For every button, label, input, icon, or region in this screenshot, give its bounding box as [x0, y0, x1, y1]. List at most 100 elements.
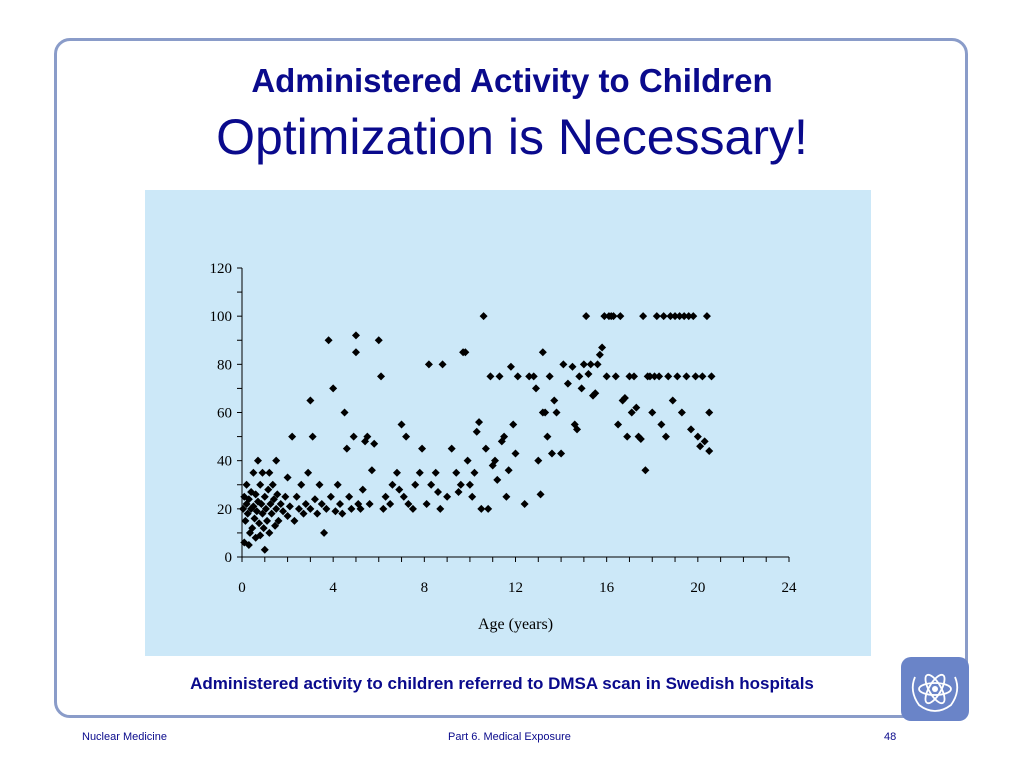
data-point [668, 396, 677, 405]
data-point [283, 512, 292, 521]
data-point [520, 500, 529, 509]
data-point [443, 492, 452, 501]
data-point [263, 516, 272, 525]
data-point [242, 480, 251, 489]
data-point [525, 372, 534, 381]
data-point [677, 408, 686, 417]
data-point [418, 444, 427, 453]
data-point [602, 372, 611, 381]
y-tick-label: 20 [217, 502, 232, 518]
data-point [664, 372, 673, 381]
x-tick-label: 12 [508, 580, 523, 596]
data-point [475, 418, 484, 427]
data-point [582, 312, 591, 321]
data-point [265, 528, 274, 537]
data-point [351, 348, 360, 357]
data-point [256, 531, 265, 540]
data-point [358, 485, 367, 494]
data-point [691, 372, 700, 381]
slide-title: Administered Activity to Children [251, 62, 773, 99]
data-point [682, 372, 691, 381]
data-point [249, 502, 258, 511]
data-point [374, 336, 383, 345]
x-tick-label: 16 [599, 580, 615, 596]
data-point [283, 473, 292, 482]
data-point [689, 312, 698, 321]
data-point [297, 480, 306, 489]
data-point [652, 312, 661, 321]
data-point [266, 500, 275, 509]
data-point [264, 485, 273, 494]
data-point [349, 432, 358, 441]
data-point [456, 480, 465, 489]
data-point [573, 425, 582, 434]
data-point [490, 456, 499, 465]
data-point [686, 425, 695, 434]
data-point [317, 500, 326, 509]
data-point [438, 360, 447, 369]
data-point [351, 331, 360, 340]
data-point [251, 490, 260, 499]
data-point [696, 442, 705, 451]
data-point [347, 504, 356, 513]
data-point [377, 372, 386, 381]
data-point [504, 466, 513, 475]
data-point [465, 480, 474, 489]
data-point [616, 312, 625, 321]
data-point [513, 372, 522, 381]
data-point [299, 509, 308, 518]
data-point [345, 492, 354, 501]
data-point [333, 480, 342, 489]
data-point [614, 420, 623, 429]
data-point [272, 456, 281, 465]
data-point [557, 449, 566, 458]
data-point [591, 389, 600, 398]
data-point [258, 509, 267, 518]
data-point [588, 391, 597, 400]
data-point [705, 408, 714, 417]
data-point [243, 509, 252, 518]
data-point [577, 384, 586, 393]
data-point [301, 500, 310, 509]
data-point [399, 492, 408, 501]
atom-laurel-icon [901, 657, 969, 721]
data-point [255, 519, 264, 528]
data-point [411, 480, 420, 489]
data-point [245, 528, 254, 537]
data-point [481, 444, 490, 453]
data-point [306, 504, 315, 513]
slide-subtitle: Optimization is Necessary! [216, 109, 808, 165]
data-point [253, 456, 262, 465]
data-point [707, 372, 716, 381]
data-point [534, 456, 543, 465]
data-point [584, 369, 593, 378]
data-point [661, 432, 670, 441]
data-point [506, 362, 515, 371]
data-point [395, 485, 404, 494]
data-point [620, 394, 629, 403]
data-point [304, 468, 313, 477]
data-point [559, 360, 568, 369]
data-point [288, 432, 297, 441]
data-point [320, 528, 329, 537]
data-point [568, 362, 577, 371]
footer-section: Part 6. Medical Exposure [448, 731, 571, 743]
data-point [273, 490, 282, 499]
data-point [363, 432, 372, 441]
data-point [271, 521, 280, 530]
y-tick-label: 80 [217, 357, 232, 373]
data-point [532, 384, 541, 393]
data-point [495, 372, 504, 381]
data-point [336, 500, 345, 509]
data-point [397, 420, 406, 429]
data-point [402, 432, 411, 441]
data-point [290, 516, 299, 525]
y-tick-label: 100 [210, 309, 233, 325]
data-point [244, 540, 253, 549]
data-point [306, 396, 315, 405]
data-point [648, 408, 657, 417]
data-point [632, 403, 641, 412]
data-point [463, 456, 472, 465]
data-point [630, 372, 639, 381]
y-tick-label: 120 [210, 261, 233, 277]
